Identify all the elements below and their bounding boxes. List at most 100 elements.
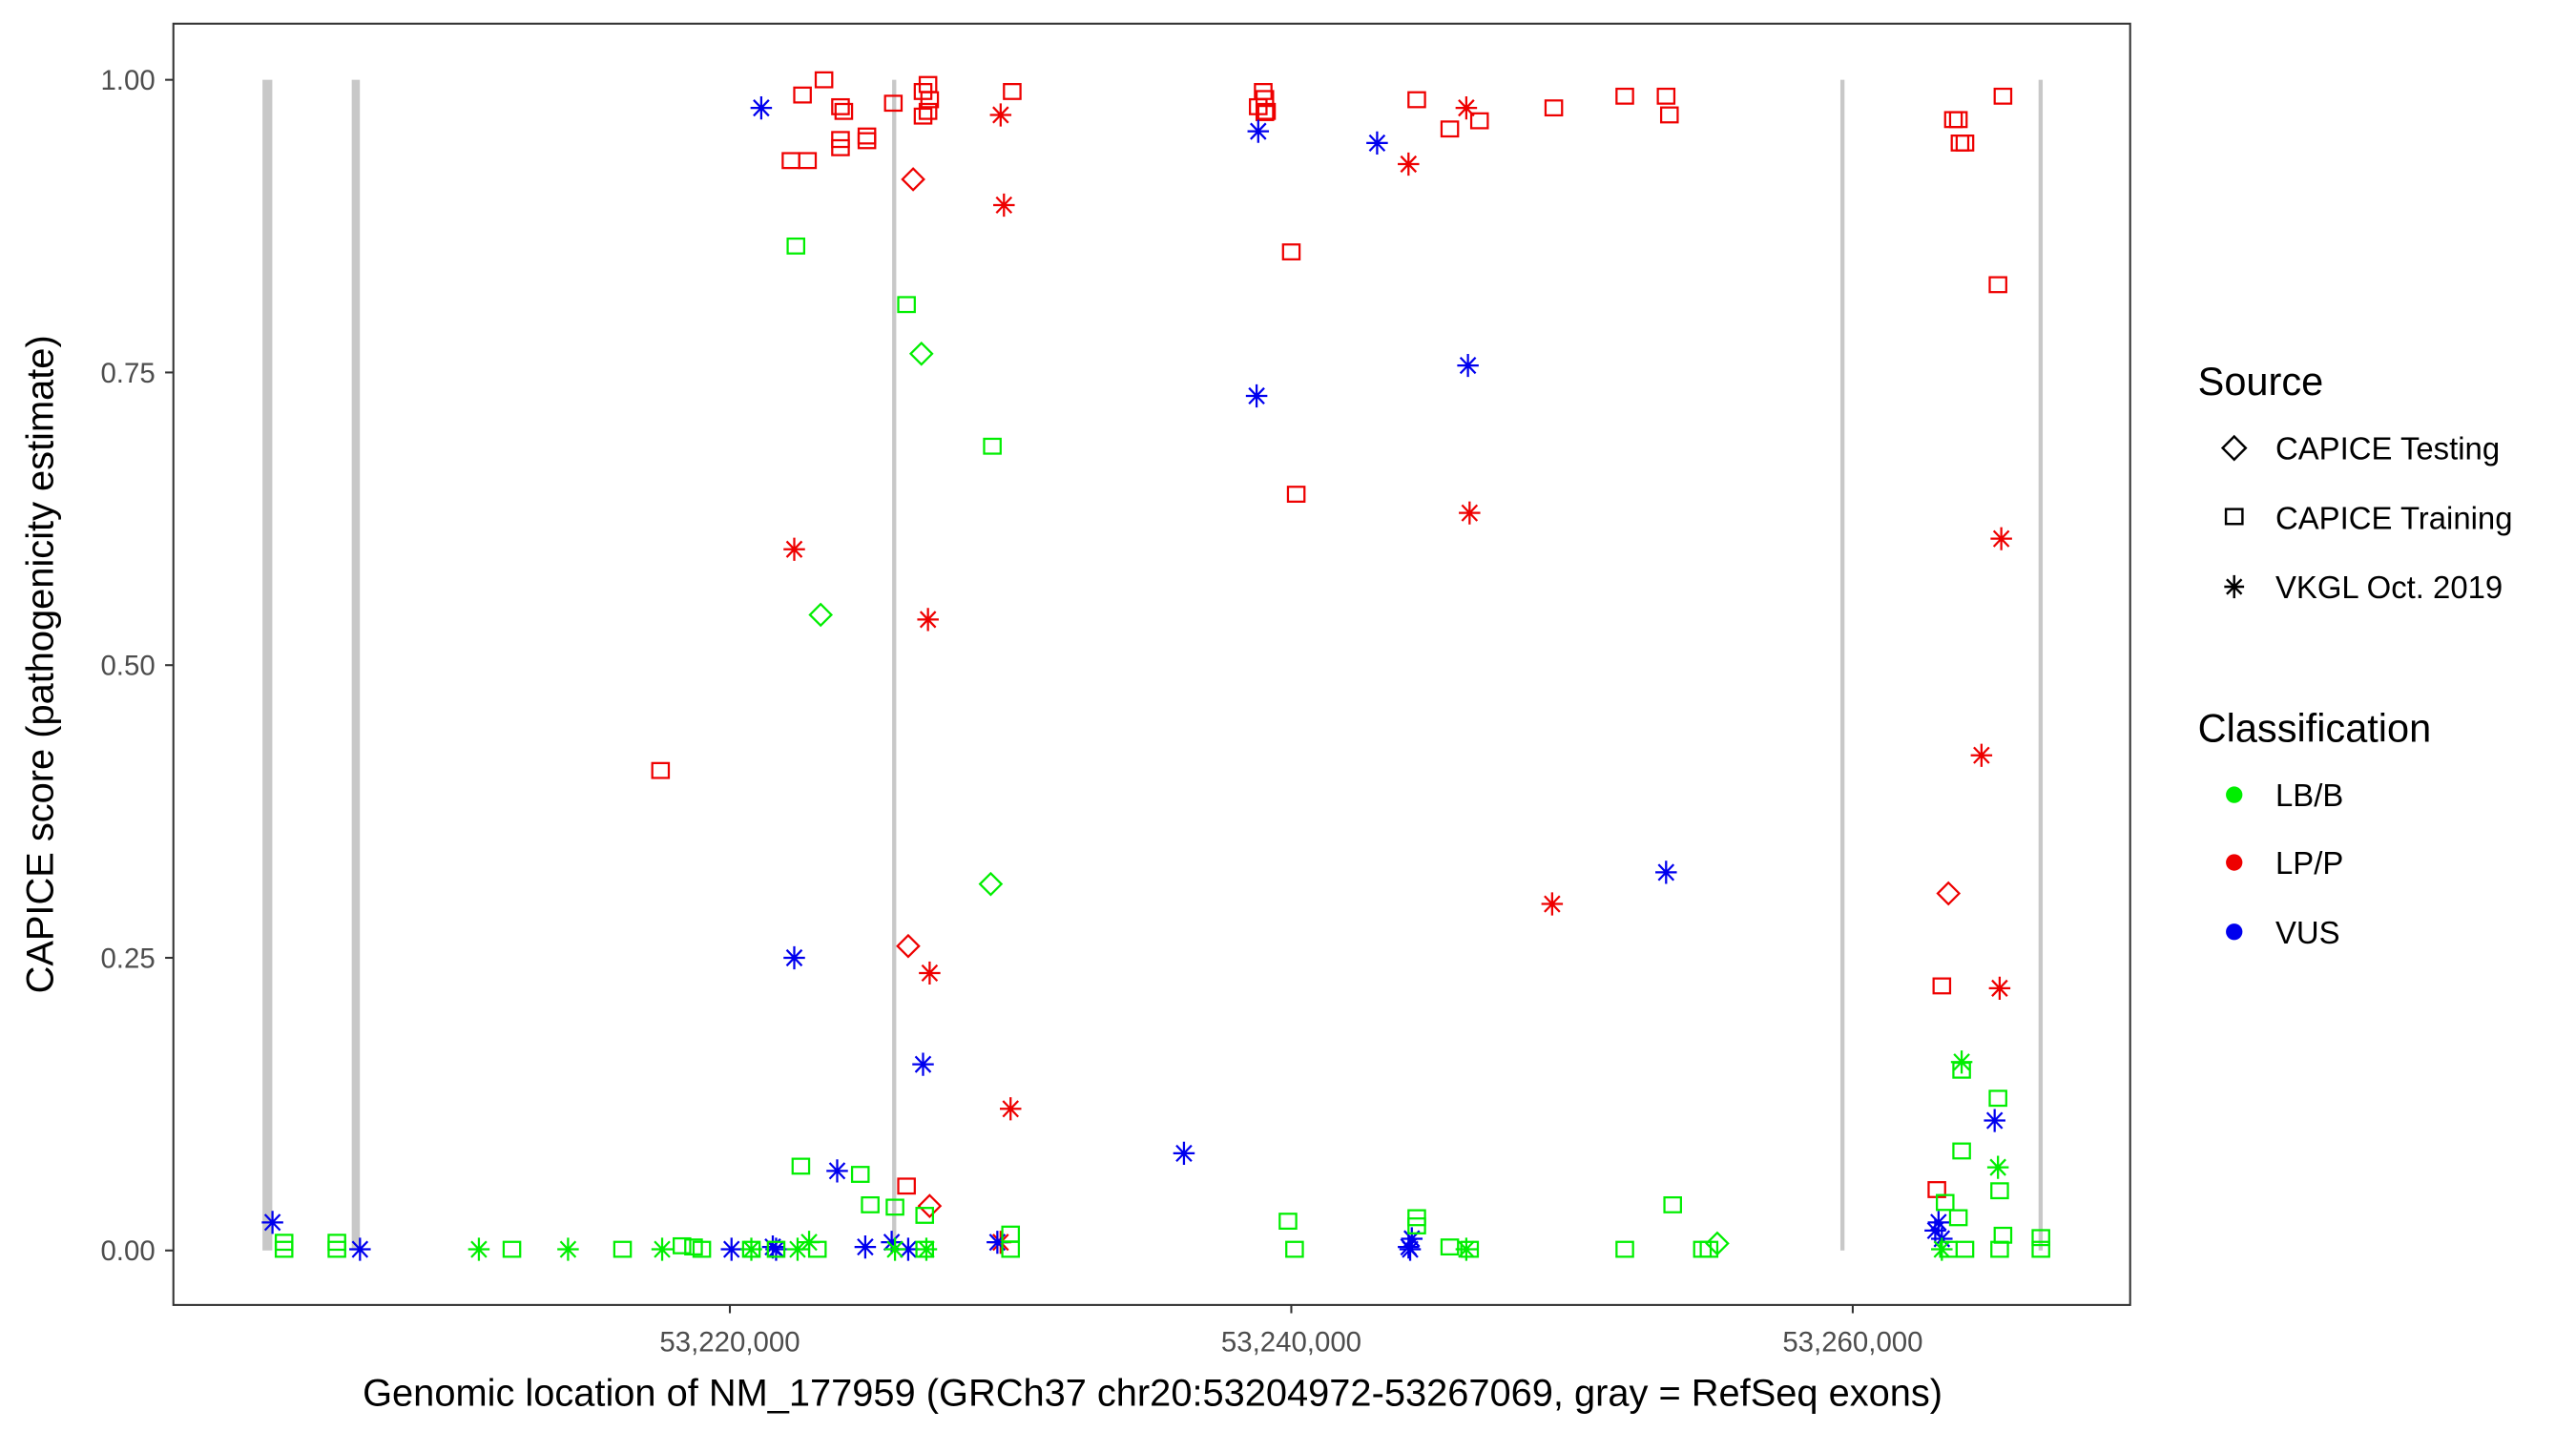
point-square-lpp	[793, 86, 812, 104]
legend-asterisk-icon	[2224, 574, 2245, 599]
point-square-lbb	[1952, 1142, 1971, 1160]
point-square-lbb	[1663, 1195, 1682, 1213]
legend-vus-dot-icon	[2226, 923, 2243, 941]
point-square-lbb	[1990, 1182, 2009, 1200]
point-asterisk-lpp	[1970, 743, 1993, 767]
point-square-lbb	[897, 296, 916, 314]
point-square-lpp	[918, 102, 938, 120]
y-tick-label: 1.00	[100, 65, 155, 96]
exon-bar	[892, 79, 897, 1251]
point-square-lpp	[1257, 102, 1277, 120]
points-layer	[261, 71, 2050, 1261]
point-square-lbb	[983, 437, 1002, 455]
point-square-lpp	[1955, 135, 1975, 152]
point-square-lbb	[1440, 1238, 1460, 1256]
point-asterisk-lpp	[919, 961, 941, 985]
point-diamond-lbb	[1705, 1231, 1730, 1256]
point-asterisk-lpp	[1455, 95, 1478, 120]
point-asterisk-vus	[1984, 1109, 2005, 1132]
point-square-lpp	[1469, 112, 1489, 130]
legend-item-lbb: LB/B	[2275, 778, 2343, 813]
exon-bar	[2038, 79, 2044, 1251]
exon-bar	[351, 79, 361, 1251]
point-square-lpp	[1615, 87, 1634, 105]
point-square-lpp	[1656, 87, 1676, 105]
point-square-lbb	[1407, 1217, 1426, 1234]
legend-classification-title: Classification	[2198, 706, 2432, 751]
x-tick-label: 53,240,000	[1221, 1326, 1361, 1358]
point-asterisk-vus	[1173, 1141, 1195, 1166]
legend-square-icon	[2224, 508, 2244, 526]
point-diamond-lpp	[917, 1193, 943, 1218]
point-square-lbb	[502, 1240, 522, 1258]
x-tick-label: 53,220,000	[659, 1326, 800, 1358]
point-diamond-lbb	[978, 871, 1004, 897]
x-axis: 53,220,000 53,240,000 53,260,000	[659, 1304, 1923, 1358]
point-diamond-lpp	[1936, 881, 1962, 906]
legend-item-testing: CAPICE Testing	[2275, 431, 2500, 467]
point-square-lbb	[1948, 1209, 1968, 1227]
x-axis-title: Genomic location of NM_177959 (GRCh37 ch…	[363, 1372, 1942, 1414]
point-asterisk-vus	[1401, 1227, 1423, 1251]
point-square-lpp	[1993, 87, 2013, 105]
point-square-lbb	[2031, 1229, 2050, 1247]
point-asterisk-vus	[987, 1231, 1008, 1255]
point-asterisk-lbb	[915, 1237, 938, 1261]
point-square-lbb	[1615, 1240, 1634, 1258]
point-asterisk-lbb	[798, 1231, 821, 1255]
point-square-lbb	[850, 1166, 870, 1183]
point-square-lpp	[897, 1177, 916, 1195]
point-asterisk-lpp	[989, 103, 1012, 127]
point-square-lpp	[883, 94, 904, 113]
point-asterisk-vus	[349, 1237, 371, 1261]
point-square-lbb	[766, 1240, 786, 1258]
point-asterisk-vus	[912, 1052, 934, 1076]
point-square-lpp	[1003, 83, 1022, 100]
point-square-lbb	[692, 1240, 712, 1258]
point-square-lpp	[1255, 104, 1275, 121]
point-asterisk-vus	[1366, 131, 1388, 156]
legend-item-vkgl: VKGL Oct. 2019	[2275, 570, 2503, 605]
exon-layer	[262, 79, 2044, 1251]
point-square-lpp	[814, 71, 834, 89]
point-diamond-lpp	[896, 933, 921, 959]
point-asterisk-vus	[854, 1234, 877, 1259]
point-asterisk-lpp	[1459, 501, 1481, 525]
point-asterisk-lpp	[783, 537, 805, 561]
point-square-lpp	[1948, 111, 1968, 129]
legend-lbb-dot-icon	[2226, 786, 2243, 803]
point-square-lpp	[1932, 977, 1952, 995]
point-square-lbb	[1990, 1240, 2009, 1258]
point-square-lbb	[791, 1157, 811, 1175]
point-asterisk-lbb	[1455, 1237, 1478, 1261]
point-square-lbb	[861, 1195, 880, 1213]
point-asterisk-vus	[1399, 1237, 1422, 1261]
point-square-lpp	[798, 152, 818, 170]
point-asterisk-vus	[783, 945, 805, 970]
point-square-lbb	[1285, 1240, 1304, 1258]
point-diamond-lbb	[808, 602, 834, 628]
point-asterisk-lpp	[1990, 527, 2012, 550]
point-square-lpp	[831, 97, 850, 115]
point-square-lbb	[613, 1240, 633, 1258]
point-square-lpp	[1988, 276, 2007, 294]
point-square-lbb	[885, 1198, 904, 1216]
point-square-lpp	[1286, 486, 1306, 503]
legend-item-lpp: LP/P	[2275, 845, 2343, 881]
y-tick-label: 0.25	[100, 943, 155, 974]
x-tick-label: 53,260,000	[1782, 1326, 1922, 1358]
point-asterisk-vus	[720, 1237, 742, 1261]
point-asterisk-lbb	[1931, 1237, 1953, 1261]
legend-diamond-icon	[2220, 434, 2248, 462]
point-square-lpp	[913, 107, 933, 125]
point-square-lpp	[651, 761, 671, 779]
point-square-lpp	[834, 102, 854, 120]
point-asterisk-lbb	[883, 1237, 906, 1261]
point-square-lpp	[1659, 106, 1679, 124]
point-asterisk-vus	[897, 1237, 920, 1261]
y-axis-title: CAPICE score (pathogenicity estimate)	[19, 335, 61, 993]
exon-bar	[1839, 79, 1845, 1251]
point-asterisk-lbb	[557, 1237, 579, 1261]
point-asterisk-vus	[826, 1159, 848, 1183]
point-asterisk-vus	[1927, 1211, 1950, 1234]
